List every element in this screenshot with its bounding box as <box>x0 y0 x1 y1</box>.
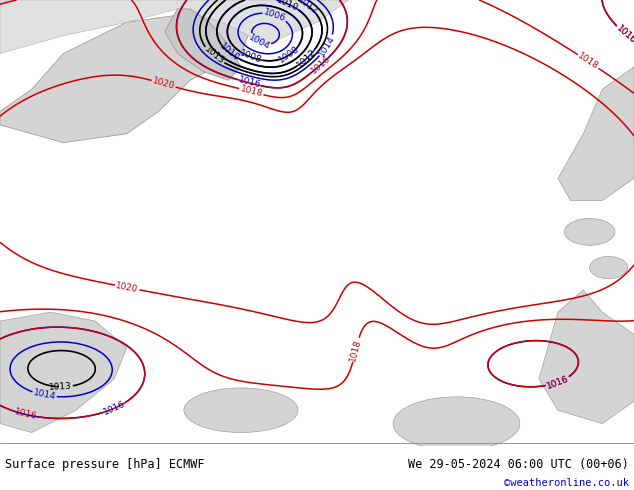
Text: 1010: 1010 <box>275 0 300 13</box>
Polygon shape <box>0 0 349 53</box>
Text: 1004: 1004 <box>247 33 271 52</box>
Text: 1018: 1018 <box>239 84 264 99</box>
Text: 1016: 1016 <box>13 407 37 421</box>
Text: 1012: 1012 <box>295 48 318 70</box>
Text: 1016: 1016 <box>614 24 634 46</box>
Text: 1020: 1020 <box>152 76 176 91</box>
Polygon shape <box>558 67 634 201</box>
Polygon shape <box>165 9 241 80</box>
Text: 1016: 1016 <box>237 75 262 90</box>
Text: ©weatheronline.co.uk: ©weatheronline.co.uk <box>504 478 629 488</box>
Text: 1010: 1010 <box>217 42 241 63</box>
Text: 1016: 1016 <box>545 374 570 391</box>
Text: 1016: 1016 <box>545 374 570 391</box>
Text: 1008: 1008 <box>239 49 263 66</box>
Text: 1012: 1012 <box>295 0 319 16</box>
Text: 1014: 1014 <box>318 34 337 58</box>
Text: 1008: 1008 <box>278 45 302 65</box>
Ellipse shape <box>564 219 615 245</box>
Text: 1013: 1013 <box>49 382 72 392</box>
Text: 1018: 1018 <box>349 338 363 362</box>
Text: 1020: 1020 <box>115 281 139 294</box>
Text: We 29-05-2024 06:00 UTC (00+06): We 29-05-2024 06:00 UTC (00+06) <box>408 458 629 471</box>
Polygon shape <box>0 312 127 433</box>
Text: Surface pressure [hPa] ECMWF: Surface pressure [hPa] ECMWF <box>5 458 205 471</box>
Polygon shape <box>539 290 634 423</box>
Text: 1018: 1018 <box>576 51 600 72</box>
Ellipse shape <box>590 256 628 279</box>
Text: 1006: 1006 <box>262 7 287 23</box>
Ellipse shape <box>393 397 520 450</box>
Text: 1016: 1016 <box>309 54 332 76</box>
Polygon shape <box>0 9 254 143</box>
Text: 1014: 1014 <box>32 389 56 402</box>
Ellipse shape <box>184 388 298 433</box>
Text: 1013: 1013 <box>202 45 226 67</box>
Text: 1016: 1016 <box>102 399 127 417</box>
Text: 1016: 1016 <box>614 24 634 46</box>
